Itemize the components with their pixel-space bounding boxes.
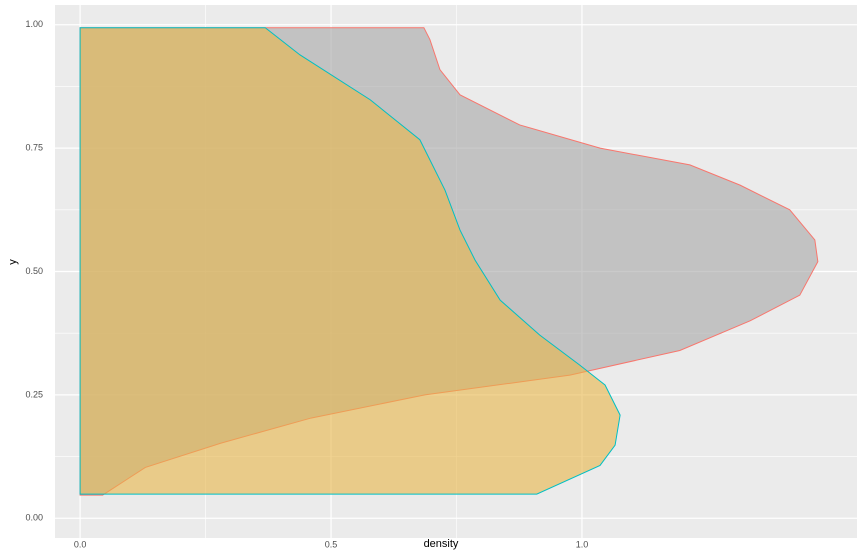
density-area <box>79 27 621 495</box>
x-tick-label: 1.0 <box>576 539 589 549</box>
y-tick-label: 0.50 <box>25 266 43 276</box>
x-tick-label: 0.5 <box>325 539 338 549</box>
y-tick-label: 0.00 <box>25 513 43 523</box>
x-tick-label: 0.0 <box>74 539 87 549</box>
y-tick-label: 0.75 <box>25 142 43 152</box>
y-axis-title: y <box>7 259 19 265</box>
y-tick-label: 0.25 <box>25 389 43 399</box>
x-axis-title: density <box>424 538 459 550</box>
y-tick-label: 1.00 <box>25 19 43 29</box>
